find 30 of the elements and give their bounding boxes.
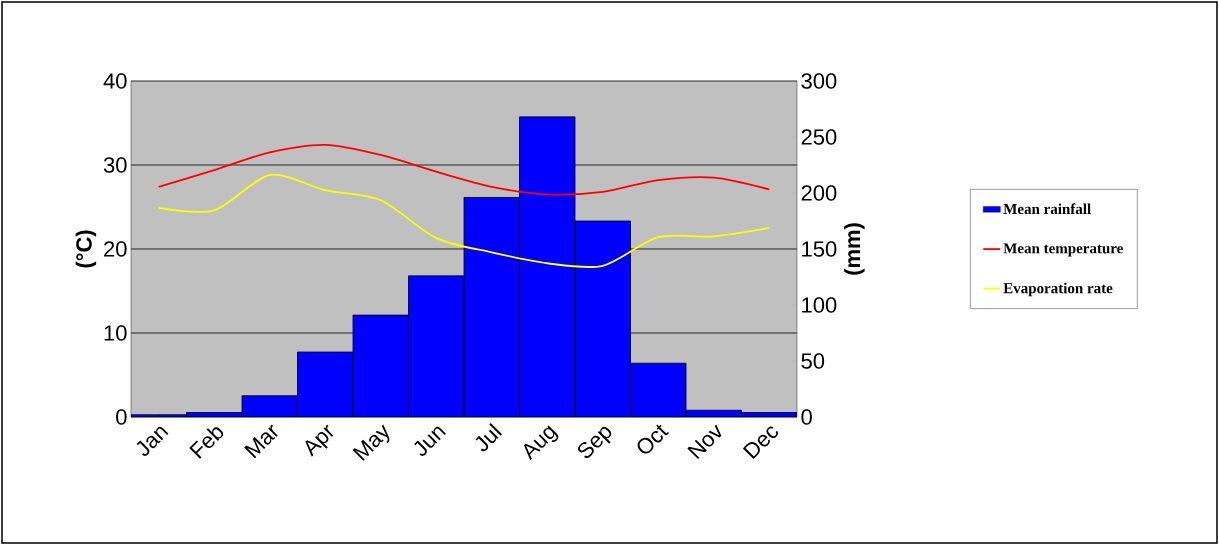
- x-tick-label: Apr: [305, 424, 334, 457]
- x-tick-label: Nov: [687, 424, 722, 460]
- y2-tick-label: 150: [802, 241, 837, 257]
- x-tick-label: Feb: [189, 427, 224, 459]
- legend-label: Evaporation rate: [1003, 282, 1113, 297]
- x-tick-label: Jan: [136, 426, 169, 456]
- x-tick-label: May: [352, 424, 390, 461]
- y-tick-label: 0: [116, 409, 127, 425]
- y2-tick-label: 100: [802, 297, 837, 313]
- x-tick-label: Aug: [523, 425, 559, 461]
- legend-label: Mean temperature: [1003, 243, 1123, 257]
- line-series: [157, 143, 771, 196]
- legend-label: Mean rainfall: [1003, 203, 1091, 215]
- y-tick-label: 30: [103, 157, 127, 173]
- x-tick-label: Mar: [244, 424, 278, 459]
- y2-axis-title: (mm): [844, 223, 865, 275]
- y2-tick-label: 250: [801, 129, 837, 145]
- x-tick-label: Oct: [637, 424, 669, 454]
- y2-tick-label: 300: [801, 73, 837, 89]
- y2-tick-label: 0: [801, 409, 812, 425]
- x-tick-label: Jun: [414, 426, 446, 456]
- x-tick-label: Dec: [742, 426, 778, 460]
- y-tick-label: 40: [103, 73, 127, 89]
- y2-tick-label: 200: [801, 185, 837, 201]
- x-tick-label: Sep: [578, 426, 612, 458]
- y-axis-title: (°C): [75, 230, 97, 268]
- x-tick-label: Jul: [475, 423, 502, 452]
- y-tick-label: 10: [104, 325, 127, 341]
- y2-tick-label: 50: [801, 353, 825, 369]
- y-tick-label: 20: [104, 241, 127, 257]
